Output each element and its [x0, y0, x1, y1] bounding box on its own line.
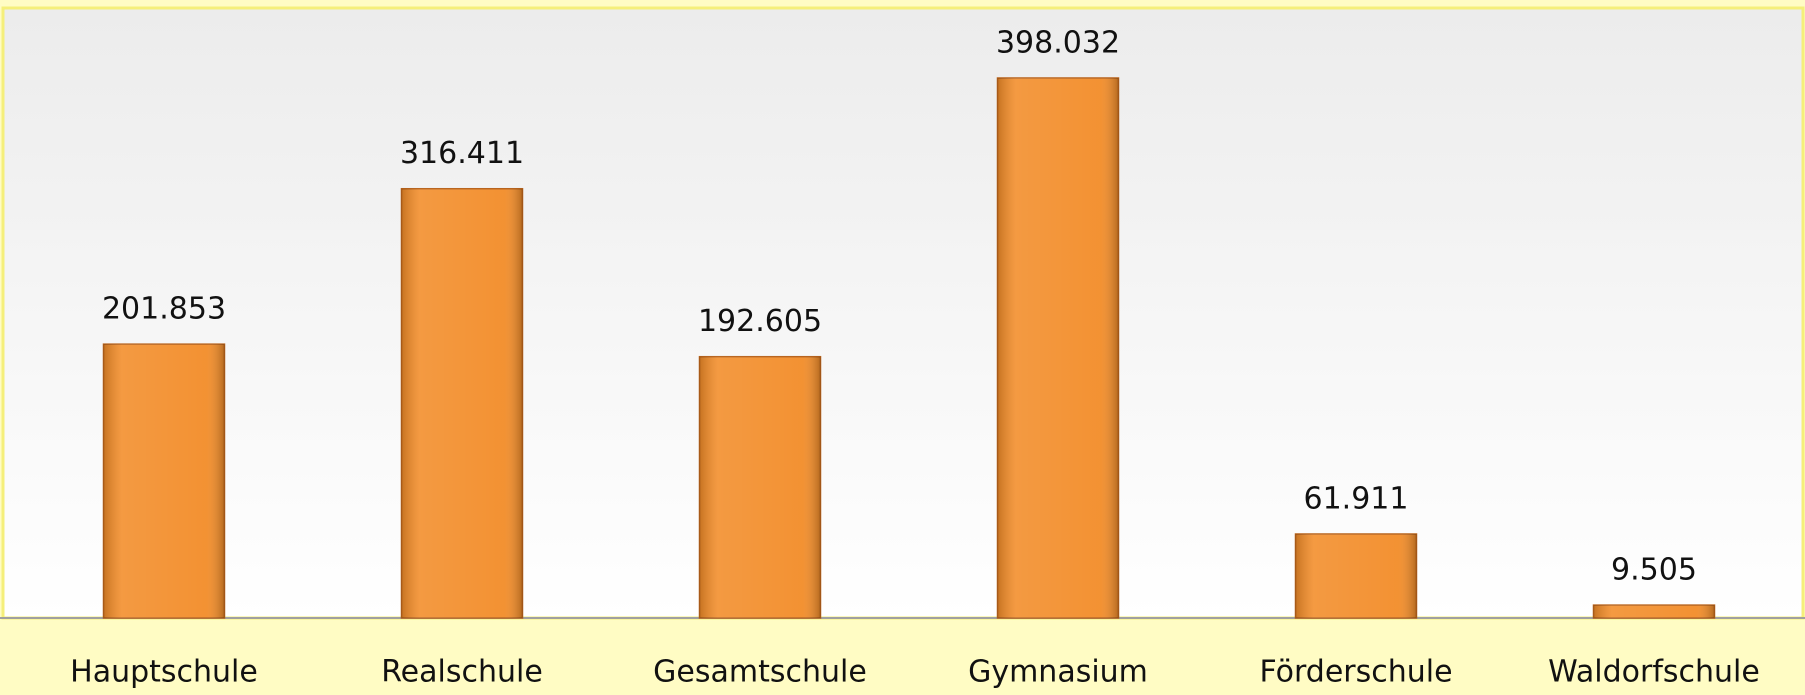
- value-label: 9.505: [1611, 553, 1697, 588]
- bar: [698, 355, 822, 619]
- value-label: 201.853: [102, 292, 226, 327]
- x-tick-label: Förderschule: [1259, 655, 1452, 690]
- value-label: 398.032: [996, 26, 1120, 61]
- x-tick-label: Hauptschule: [70, 655, 258, 690]
- x-tick-label: Realschule: [381, 655, 543, 690]
- plot-area: [1, 6, 1805, 620]
- value-label: 316.411: [400, 136, 524, 171]
- bar: [1294, 533, 1418, 619]
- bar: [1592, 604, 1716, 619]
- bar: [996, 77, 1120, 619]
- value-label: 192.605: [698, 304, 822, 339]
- x-tick-label: Gesamtschule: [653, 655, 867, 690]
- x-tick-label: Gymnasium: [968, 655, 1148, 690]
- x-tick-label: Waldorfschule: [1548, 655, 1760, 690]
- bar: [400, 187, 524, 619]
- bar: [102, 343, 226, 619]
- value-label: 61.911: [1304, 482, 1409, 517]
